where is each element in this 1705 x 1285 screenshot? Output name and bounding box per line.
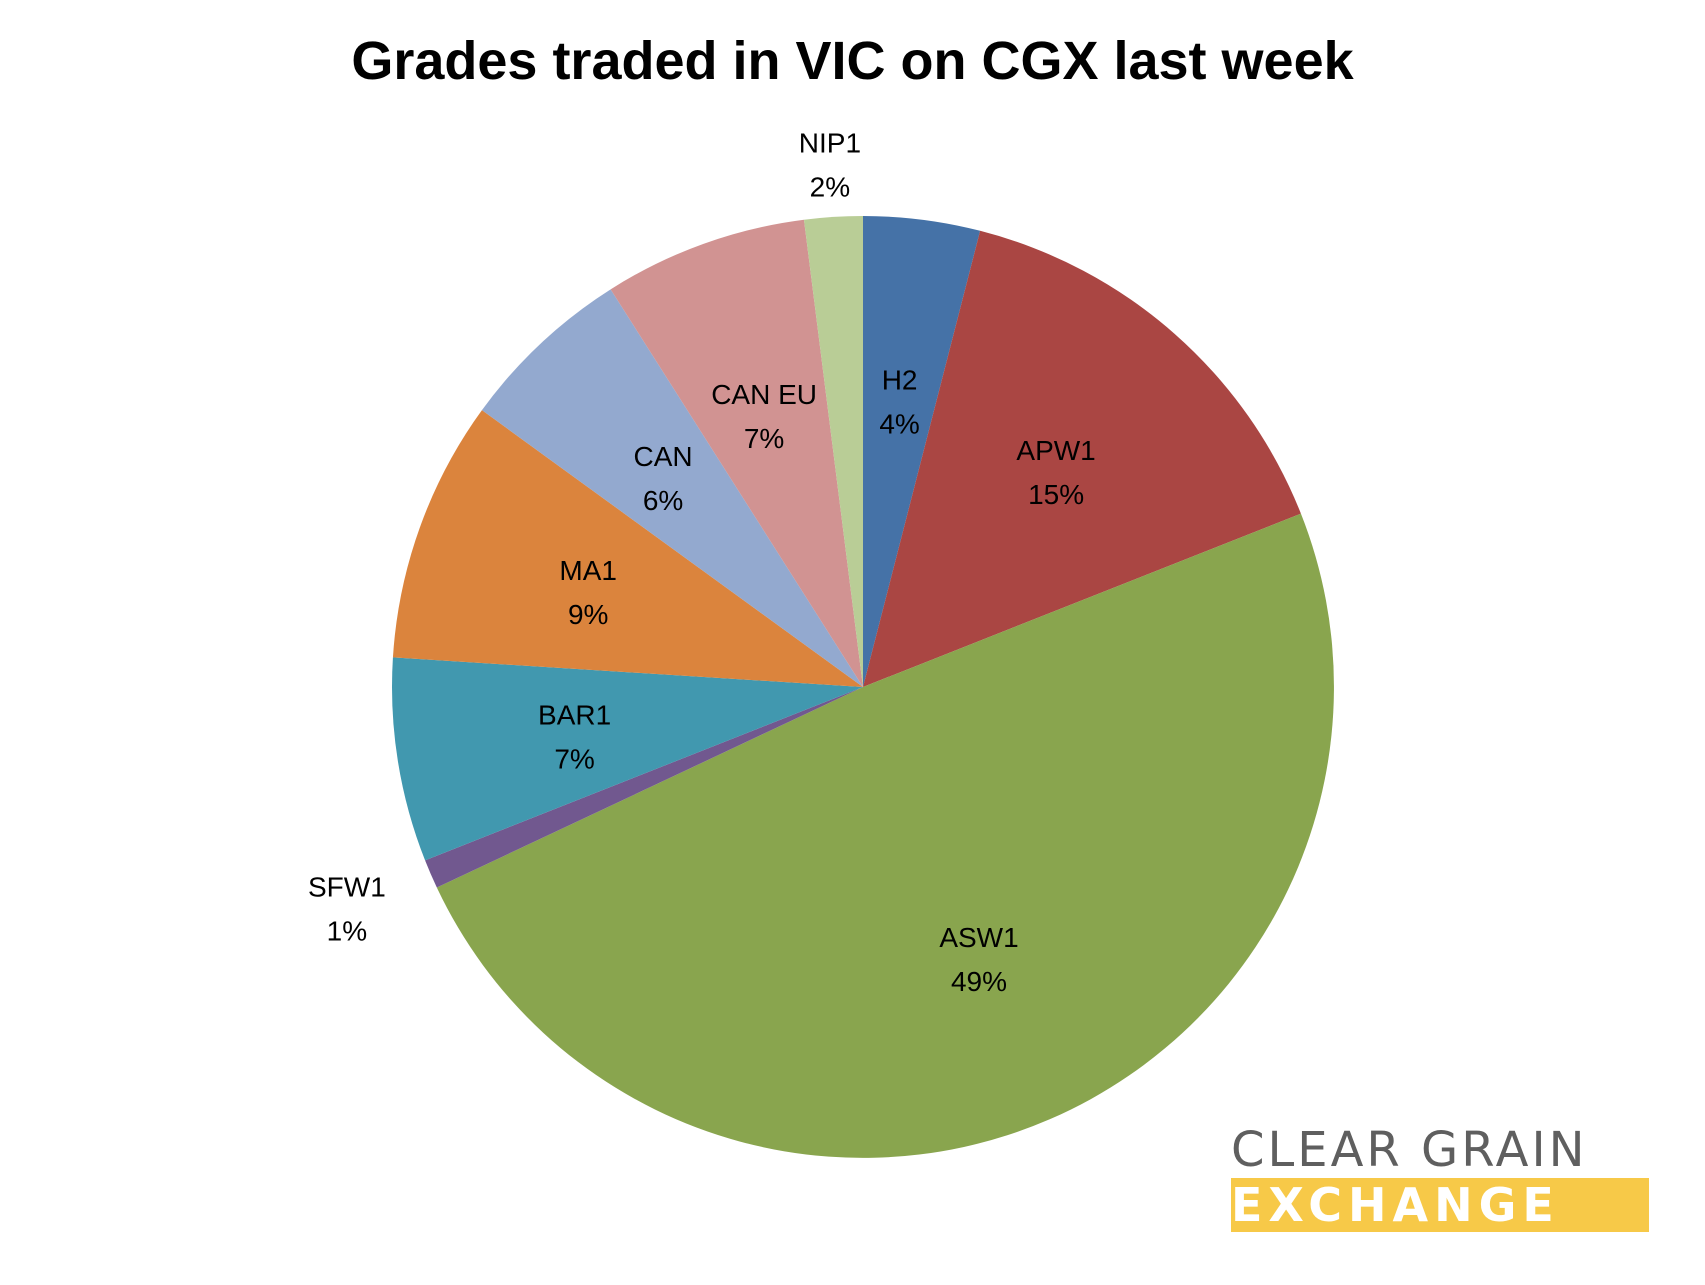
pie-slice-ma1 bbox=[392, 410, 863, 687]
pie-slice-sfw1 bbox=[425, 687, 863, 888]
slice-label-nip1: NIP1 2% bbox=[799, 128, 861, 203]
pie-slice-can-eu bbox=[610, 219, 863, 687]
slice-label-h2: H2 4% bbox=[879, 364, 919, 439]
slice-label-can-eu: CAN EU 7% bbox=[711, 379, 817, 454]
slice-label-bar1: BAR1 7% bbox=[538, 700, 611, 775]
slice-label-apw1: APW1 15% bbox=[1016, 435, 1095, 510]
pie-slices bbox=[392, 216, 1334, 1158]
pie-slice-nip1 bbox=[803, 216, 863, 687]
slice-label-ma1: MA1 9% bbox=[559, 555, 617, 630]
chart-title: Grades traded in VIC on CGX last week bbox=[351, 31, 1354, 91]
pie-labels: H2 4% APW1 15% ASW1 49% SFW1 1% BAR1 7% MA1 9% CAN 6%… bbox=[308, 128, 1096, 998]
logo-line-1: CLEAR GRAIN bbox=[1231, 1122, 1588, 1178]
clear-grain-exchange-logo: CLEAR GRAIN EXCHANGE bbox=[1231, 1124, 1649, 1232]
slice-label-can: CAN 6% bbox=[634, 441, 693, 516]
pie-slice-apw1 bbox=[863, 230, 1301, 688]
pie-slice-can bbox=[481, 289, 863, 687]
pie-slice-h2 bbox=[863, 216, 981, 687]
pie-slice-asw1 bbox=[436, 513, 1334, 1158]
pie-slice-bar1 bbox=[392, 657, 863, 861]
slice-label-asw1: ASW1 49% bbox=[939, 922, 1018, 997]
slice-label-sfw1: SFW1 1% bbox=[308, 872, 386, 947]
logo-line-2: EXCHANGE bbox=[1231, 1178, 1649, 1232]
